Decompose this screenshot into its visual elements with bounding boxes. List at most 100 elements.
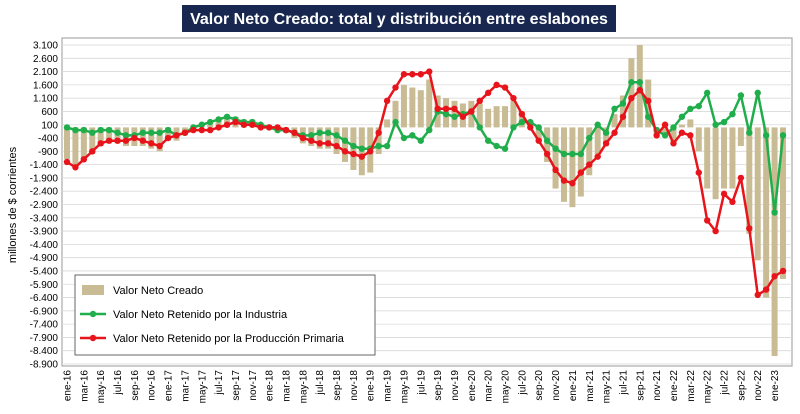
x-tick-label: mar-22 [686,370,697,402]
y-tick-label: 2.100 [33,67,58,78]
marker [63,124,71,131]
marker [501,145,509,152]
marker [543,137,551,144]
marker [105,137,113,144]
marker [653,132,660,139]
marker [611,129,618,136]
marker [518,118,526,126]
marker [240,121,248,128]
marker [80,126,88,134]
marker [484,89,492,97]
x-tick-label: may-16 [96,370,107,404]
marker [426,126,433,134]
bar [148,127,155,149]
bar [721,127,728,189]
marker [442,110,450,118]
bar [628,58,635,128]
marker [299,134,307,142]
marker [754,291,761,299]
marker [577,150,585,158]
marker [434,105,441,113]
title-box [182,5,616,32]
bar [678,124,685,128]
marker [223,113,231,120]
marker [687,132,694,139]
marker [308,132,315,139]
y-tick-label: -8.900 [30,360,59,371]
marker [417,71,424,78]
y-tick-label: -400 [38,134,58,145]
marker [712,227,719,235]
marker [400,71,408,78]
marker [746,225,753,232]
marker [687,105,694,113]
marker [602,129,610,136]
legend-swatch [82,285,104,295]
marker [164,134,172,142]
marker [131,134,138,142]
x-tick-label: jul-17 [214,370,225,396]
marker [645,97,652,105]
x-tick-label: may-22 [703,370,714,404]
marker [712,121,719,128]
x-tick-label: mar-16 [79,370,90,402]
y-tick-label: -7.400 [30,320,59,331]
bar [611,114,618,128]
bar [392,100,399,128]
bar [375,127,382,154]
bar [746,127,753,234]
marker [122,132,130,139]
marker [333,132,340,139]
x-tick-label: jul-21 [618,370,629,396]
bar [417,90,424,128]
marker [737,92,745,99]
marker [577,169,585,176]
marker [274,124,281,131]
y-tick-label: -3.900 [30,227,59,238]
chart-title: Valor Neto Creado: total y distribución … [190,11,608,28]
bar [316,127,323,149]
y-tick-label: 100 [41,120,58,131]
marker [476,124,483,131]
marker [737,174,745,182]
marker [720,190,728,198]
marker [426,68,433,75]
legend-label: Valor Neto Retenido por la Producción Pr… [113,333,345,345]
marker [417,137,424,144]
marker [89,129,96,136]
marker [207,118,214,126]
x-tick-label: ene-19 [366,370,377,402]
y-tick-label: -6.400 [30,293,59,304]
y-tick-label: 1.100 [33,94,58,105]
marker [678,113,686,120]
marker [114,137,121,144]
marker [543,150,551,158]
marker [324,129,332,136]
marker [594,121,601,128]
marker [586,161,593,168]
x-tick-label: mar-17 [180,370,191,402]
y-tick-label: -2.400 [30,187,59,198]
x-tick-label: ene-18 [265,370,276,402]
bar [89,127,96,154]
marker [181,129,189,136]
bar [704,127,711,189]
marker [383,97,391,105]
marker [350,150,357,158]
x-tick-label: nov-19 [450,370,461,401]
marker [215,124,222,131]
y-tick-label: -5.400 [30,266,59,277]
marker [703,217,711,224]
marker [720,118,728,126]
marker [695,102,702,110]
x-tick-label: jul-18 [315,370,326,396]
x-tick-label: may-20 [501,370,512,404]
marker [316,140,323,147]
marker [569,180,576,187]
x-tick-label: nov-16 [147,370,158,401]
x-tick-label: may-21 [602,370,613,404]
y-tick-label: -3.400 [30,213,59,224]
marker [257,124,264,131]
bar [535,127,542,141]
x-tick-label: nov-22 [753,370,764,401]
